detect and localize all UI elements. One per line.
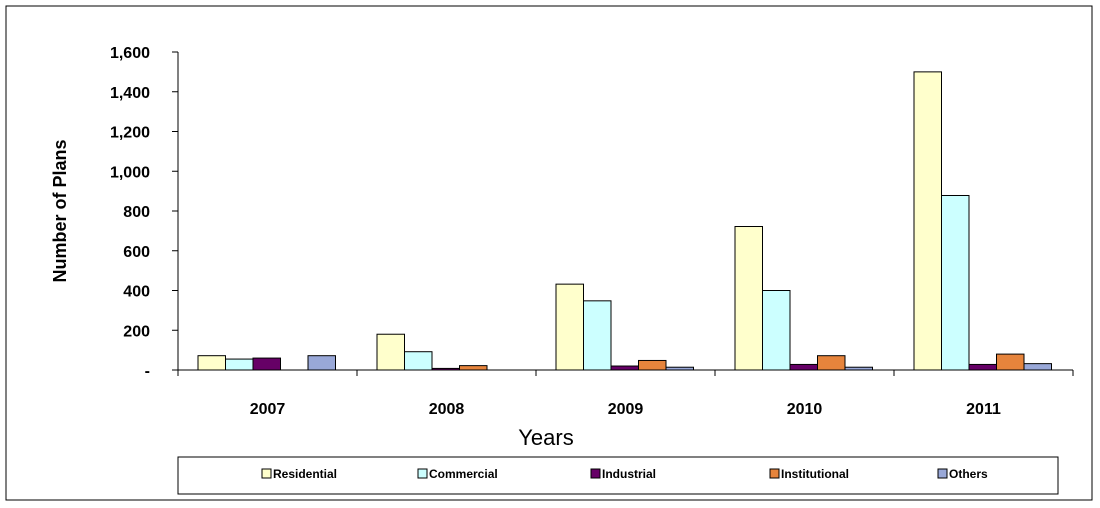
bar-commercial-2009 <box>583 300 612 371</box>
legend-label-institutional: Institutional <box>781 467 849 481</box>
bar-industrial-2007 <box>252 357 281 371</box>
bar-industrial-2010 <box>789 363 818 371</box>
x-tick-label: 2009 <box>608 401 644 418</box>
legend-label-residential: Residential <box>273 467 337 481</box>
bar-residential-2007 <box>197 355 226 371</box>
y-tick-label: 1,200 <box>110 125 150 142</box>
legend-swatch-residential <box>261 468 272 479</box>
bar-others-2011 <box>1023 363 1052 371</box>
x-tick-label: 2007 <box>250 401 286 418</box>
x-tick-label: 2010 <box>787 401 823 418</box>
y-tick-label: 200 <box>123 323 150 340</box>
bar-residential-2010 <box>734 226 763 371</box>
y-tick-label: 1,600 <box>110 45 150 62</box>
y-ticks-group: - 200 400 600 800 1,000 1,200 1,400 1,600 <box>110 45 178 380</box>
legend-swatch-institutional <box>769 468 780 479</box>
bar-commercial-2007 <box>225 358 254 371</box>
bar-residential-2009 <box>555 283 584 371</box>
y-tick-label: 400 <box>123 284 150 301</box>
bar-commercial-2010 <box>762 290 791 371</box>
y-tick-label: 1,000 <box>110 164 150 181</box>
legend-swatch-industrial <box>590 468 601 479</box>
bar-industrial-2009 <box>610 365 639 371</box>
legend-swatch-others <box>937 468 948 479</box>
legend-label-industrial: Industrial <box>602 467 656 481</box>
bar-institutional-2008 <box>459 365 488 371</box>
x-tick-label: 2011 <box>966 401 1001 418</box>
legend-group: Residential Commercial Industrial Instituti… <box>261 467 988 481</box>
x-ticks-group: 2007 2008 2009 2010 2011 <box>177 370 1074 418</box>
legend-label-others: Others <box>949 467 988 481</box>
bar-commercial-2008 <box>404 351 433 371</box>
y-tick-label: 1,400 <box>110 85 150 102</box>
x-tick-label: 2008 <box>429 401 465 418</box>
y-tick-label: 800 <box>123 204 150 221</box>
chart-border <box>5 5 1093 501</box>
bar-institutional-2009 <box>638 359 667 371</box>
y-tick-label: - <box>145 363 150 380</box>
legend-swatch-commercial <box>417 468 428 479</box>
bar-commercial-2011 <box>941 194 970 371</box>
y-axis-title: Number of Plans <box>50 139 70 282</box>
bar-residential-2008 <box>376 333 405 371</box>
bar-industrial-2011 <box>968 363 997 371</box>
bar-residential-2011 <box>913 71 942 371</box>
bar-others-2007 <box>307 355 336 371</box>
x-axis-title: Years <box>518 425 573 450</box>
bars-group <box>197 71 1052 371</box>
bar-institutional-2011 <box>996 353 1025 371</box>
legend-label-commercial: Commercial <box>429 467 498 481</box>
y-tick-label: 600 <box>123 244 150 261</box>
legend-box <box>177 456 1059 495</box>
bar-institutional-2010 <box>817 355 846 371</box>
